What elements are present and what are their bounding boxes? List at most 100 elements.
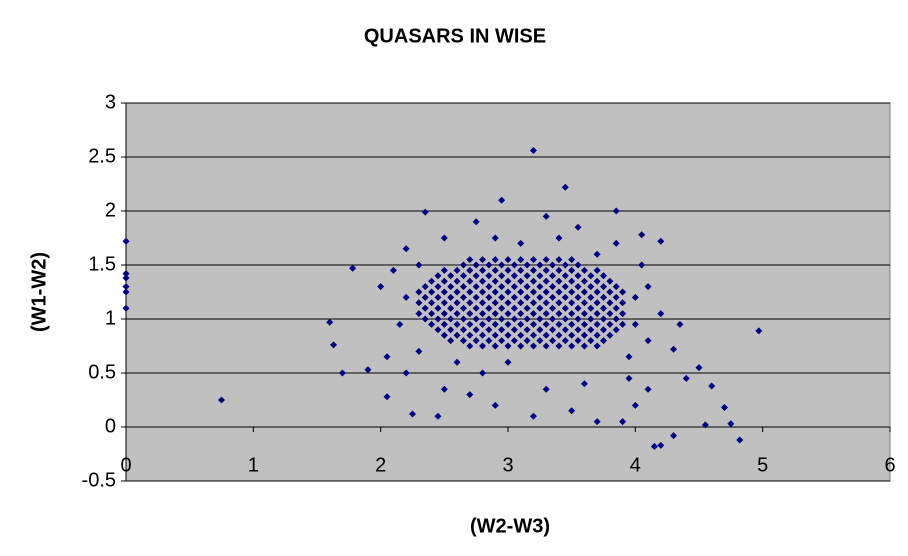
y-tick-label: 0 [105, 415, 116, 437]
point [472, 293, 480, 301]
point [676, 320, 684, 328]
point [542, 288, 550, 296]
point [504, 299, 512, 307]
y-tick-label: 3 [105, 91, 116, 113]
point [472, 261, 480, 269]
point [517, 239, 525, 247]
point [485, 272, 493, 280]
point [466, 310, 474, 318]
point [510, 283, 518, 291]
point [440, 234, 448, 242]
point [485, 315, 493, 323]
point [453, 266, 461, 274]
point [415, 347, 423, 355]
point [402, 369, 410, 377]
point [459, 326, 467, 334]
point [593, 277, 601, 285]
point [428, 310, 436, 318]
y-tick-label: 2 [105, 199, 116, 221]
point [459, 315, 467, 323]
point [593, 288, 601, 296]
point [587, 326, 595, 334]
point [447, 293, 455, 301]
point [549, 315, 557, 323]
point [549, 261, 557, 269]
point [447, 304, 455, 312]
point [555, 310, 563, 318]
point [568, 277, 576, 285]
point [396, 320, 404, 328]
point [549, 326, 557, 334]
point [415, 261, 423, 269]
point [421, 315, 429, 323]
point [587, 293, 595, 301]
point [517, 342, 525, 350]
point [670, 345, 678, 353]
point [568, 331, 576, 339]
point [504, 277, 512, 285]
y-tick-label: 2.5 [88, 145, 116, 167]
point [466, 256, 474, 264]
point [529, 412, 537, 420]
point [498, 315, 506, 323]
point [447, 315, 455, 323]
point [453, 299, 461, 307]
point [555, 277, 563, 285]
point [440, 385, 448, 393]
point [453, 320, 461, 328]
point [542, 299, 550, 307]
point [574, 326, 582, 334]
point [580, 299, 588, 307]
point [606, 288, 614, 296]
y-axis-label: (W1-W2) [28, 252, 50, 332]
point [402, 245, 410, 253]
point [459, 304, 467, 312]
point [491, 342, 499, 350]
point [491, 288, 499, 296]
point [657, 310, 665, 318]
point [542, 342, 550, 350]
point [536, 337, 544, 345]
point [549, 293, 557, 301]
point [466, 277, 474, 285]
point [122, 237, 130, 245]
point [330, 341, 338, 349]
point [472, 272, 480, 280]
point [606, 277, 614, 285]
point [644, 283, 652, 291]
point [402, 293, 410, 301]
point [612, 315, 620, 323]
point [472, 337, 480, 345]
point [466, 331, 474, 339]
point [587, 315, 595, 323]
point [479, 320, 487, 328]
point [561, 337, 569, 345]
x-tick-label: 4 [630, 454, 641, 476]
point [459, 261, 467, 269]
point [517, 266, 525, 274]
point [459, 272, 467, 280]
point [600, 315, 607, 323]
point [504, 342, 512, 350]
point [472, 283, 480, 291]
point [561, 293, 569, 301]
point [619, 288, 627, 296]
point [491, 310, 499, 318]
point [434, 326, 442, 334]
point [670, 432, 678, 440]
point [434, 283, 442, 291]
point [122, 288, 130, 296]
point [568, 407, 576, 415]
point [606, 320, 614, 328]
point [536, 293, 544, 301]
point [561, 261, 569, 269]
point [542, 320, 550, 328]
point [440, 299, 448, 307]
point [638, 231, 646, 239]
y-tick-label: -0.5 [82, 469, 116, 491]
point [479, 342, 487, 350]
point [517, 331, 525, 339]
point [428, 288, 436, 296]
point [415, 299, 423, 307]
point [631, 293, 639, 301]
